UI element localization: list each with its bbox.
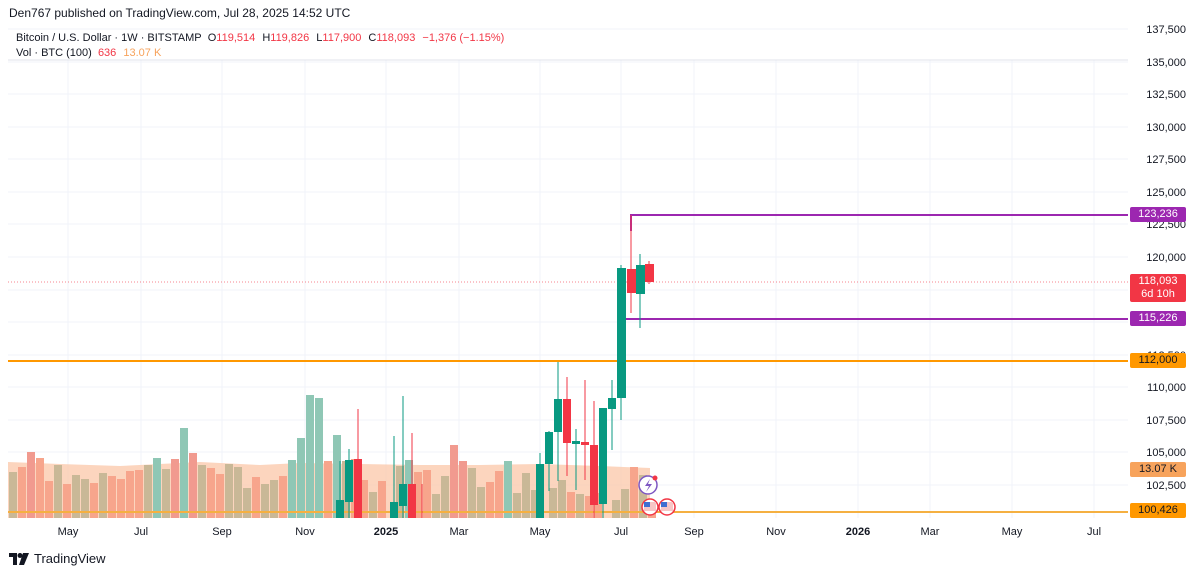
published-header: Den767 published on TradingView.com, Jul…: [9, 6, 351, 20]
candles: [336, 215, 654, 518]
svg-text:Jul: Jul: [134, 526, 148, 538]
level-112000-label: 112,000: [1130, 353, 1186, 368]
volume-title[interactable]: Vol · BTC (100): [16, 47, 92, 59]
svg-text:130,000: 130,000: [1146, 122, 1186, 134]
svg-text:122,500: 122,500: [1146, 219, 1186, 231]
grid-lines: [8, 28, 1128, 518]
low-value: 117,900: [322, 32, 362, 44]
chart-legend: Bitcoin / U.S. Dollar · 1W · BITSTAMP O1…: [16, 31, 504, 61]
svg-text:120,000: 120,000: [1146, 252, 1186, 264]
svg-text:125,000: 125,000: [1146, 187, 1186, 199]
svg-text:110,000: 110,000: [1147, 382, 1186, 394]
svg-text:Sep: Sep: [212, 526, 232, 538]
svg-text:135,000: 135,000: [1146, 57, 1186, 69]
logo-text: TradingView: [34, 551, 106, 566]
us-flag-event-icon: [641, 498, 659, 516]
svg-text:107,500: 107,500: [1146, 415, 1186, 427]
svg-text:137,500: 137,500: [1146, 24, 1186, 36]
time-axis: May Jul Sep Nov 2025 Mar May Jul Sep Nov…: [58, 526, 1101, 538]
volume-value: 636: [97, 47, 117, 59]
change-value: −1,376 (−1.15%): [422, 32, 505, 44]
svg-text:Mar: Mar: [450, 526, 469, 538]
earnings-event-icon: [638, 475, 658, 495]
svg-text:132,500: 132,500: [1146, 89, 1186, 101]
svg-text:May: May: [58, 526, 79, 538]
svg-text:Jul: Jul: [1087, 526, 1101, 538]
svg-text:Jul: Jul: [614, 526, 628, 538]
high-value: 119,826: [270, 32, 310, 44]
price-axis: 137,500 135,000 132,500 130,000 127,500 …: [1146, 24, 1186, 492]
countdown: 6d 10h: [1141, 288, 1175, 300]
svg-text:Sep: Sep: [684, 526, 704, 538]
open-value: 119,514: [216, 32, 256, 44]
svg-text:2026: 2026: [846, 526, 870, 538]
svg-text:Mar: Mar: [921, 526, 940, 538]
symbol-label[interactable]: Bitcoin / U.S. Dollar · 1W · BITSTAMP: [16, 32, 202, 44]
svg-text:105,000: 105,000: [1146, 447, 1186, 459]
tradingview-logo[interactable]: TradingView: [9, 551, 106, 566]
resistance-line-123236: [630, 214, 1128, 231]
support-price-label: 115,226: [1130, 311, 1186, 326]
svg-text:127,500: 127,500: [1146, 154, 1186, 166]
svg-text:102,500: 102,500: [1146, 480, 1186, 492]
svg-text:May: May: [530, 526, 551, 538]
volume-row: Vol · BTC (100) 636 13.07 K: [16, 46, 504, 61]
svg-text:May: May: [1002, 526, 1023, 538]
level-100426-label: 100,426: [1130, 503, 1186, 518]
volume-ma-label: 13.07 K: [1130, 462, 1186, 477]
us-flag-event-icon: [658, 498, 676, 516]
svg-text:2025: 2025: [374, 526, 398, 538]
current-price-label: 118,093 6d 10h: [1130, 274, 1186, 302]
volume-ma-value: 13.07 K: [123, 47, 162, 59]
close-value: 118,093: [376, 32, 416, 44]
resistance-price-label: 123,236: [1130, 207, 1186, 222]
svg-text:Nov: Nov: [295, 526, 315, 538]
ohlc-row: Bitcoin / U.S. Dollar · 1W · BITSTAMP O1…: [16, 32, 505, 44]
svg-text:Nov: Nov: [766, 526, 786, 538]
tradingview-logo-icon: [9, 552, 29, 565]
